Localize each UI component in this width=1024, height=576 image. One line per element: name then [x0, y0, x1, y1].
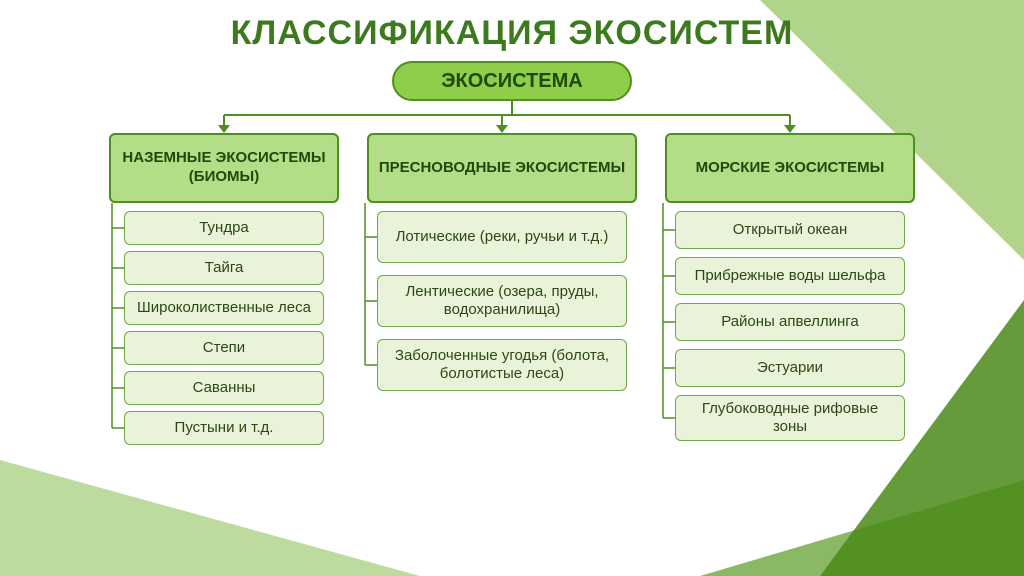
items-list: Открытый океан Прибрежные воды шельфа Райо… [675, 211, 905, 441]
item-box: Степи [124, 331, 324, 365]
category-box: МОРСКИЕ ЭКОСИСТЕМЫ [665, 133, 915, 203]
items-list: Лотические (реки, ручьи и т.д.) Лентическ… [377, 211, 627, 391]
item-box: Широколиственные леса [124, 291, 324, 325]
item-box: Тундра [124, 211, 324, 245]
category-box: ПРЕСНОВОДНЫЕ ЭКОСИСТЕМЫ [367, 133, 637, 203]
column-2: МОРСКИЕ ЭКОСИСТЕМЫ Открытый океан Прибрежн… [665, 133, 915, 445]
column-1: ПРЕСНОВОДНЫЕ ЭКОСИСТЕМЫ Лотические (реки,… [367, 133, 637, 445]
root-node: ЭКОСИСТЕМА [392, 61, 632, 101]
column-0: НАЗЕМНЫЕ ЭКОСИСТЕМЫ (БИОМЫ) Тундра Тайга Ши… [109, 133, 339, 445]
item-box: Глубоководные рифовые зоны [675, 395, 905, 441]
item-box: Заболоченные угодья (болота, болотистые … [377, 339, 627, 391]
item-box: Прибрежные воды шельфа [675, 257, 905, 295]
item-box: Лентические (озера, пруды, водохранилища… [377, 275, 627, 327]
item-box: Саванны [124, 371, 324, 405]
page-title: КЛАССИФИКАЦИЯ ЭКОСИСТЕМ [0, 0, 1024, 53]
item-box: Лотические (реки, ручьи и т.д.) [377, 211, 627, 263]
category-box: НАЗЕМНЫЕ ЭКОСИСТЕМЫ (БИОМЫ) [109, 133, 339, 203]
columns-container: НАЗЕМНЫЕ ЭКОСИСТЕМЫ (БИОМЫ) Тундра Тайга Ши… [0, 101, 1024, 445]
item-box: Тайга [124, 251, 324, 285]
item-box: Эстуарии [675, 349, 905, 387]
item-box: Районы апвеллинга [675, 303, 905, 341]
item-box: Пустыни и т.д. [124, 411, 324, 445]
items-list: Тундра Тайга Широколиственные леса Степи Сав… [124, 211, 324, 445]
item-box: Открытый океан [675, 211, 905, 249]
